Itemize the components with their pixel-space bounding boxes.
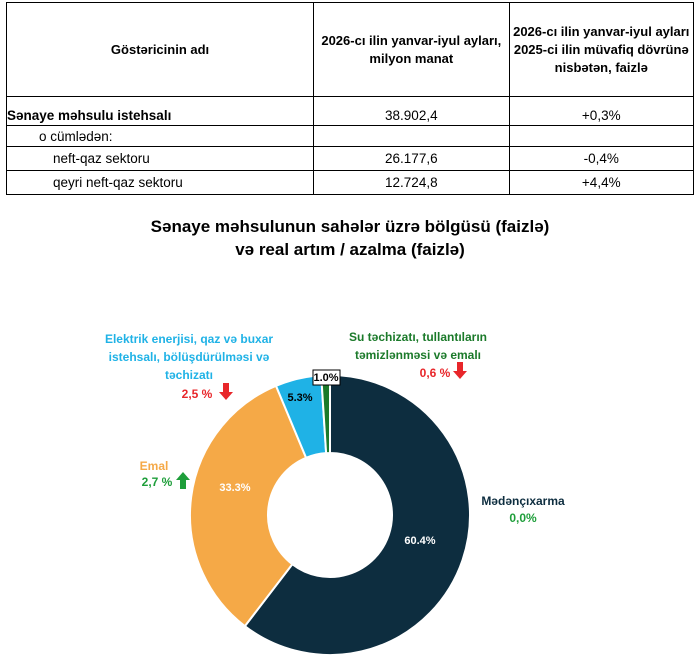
- category-label-mining: Mədənçıxarma: [481, 494, 565, 508]
- stats-table: Göstəricinin adı 2026-cı ilin yanvar-iyu…: [5, 2, 695, 195]
- category-label-electricity-line2: istehsalı, bölüşdürülməsi və: [109, 350, 270, 364]
- header-value: 2026-cı ilin yanvar-iyul ayları, milyon …: [313, 2, 510, 97]
- change-label-mining: 0,0%: [509, 511, 537, 525]
- row-value: 12.724,8: [313, 170, 510, 195]
- header-indicator-name: Göstəricinin adı: [5, 2, 315, 97]
- table-row: o cümlədən:: [5, 125, 695, 147]
- row-change: +4,4%: [508, 170, 695, 195]
- category-label-electricity-line1: Elektrik enerjisi, qaz və buxar: [105, 332, 273, 346]
- arrow-up-icon: [176, 472, 190, 489]
- pie-value-label: 60.4%: [404, 535, 435, 547]
- change-label-electricity: 2,5 %: [182, 387, 213, 401]
- arrow-down-icon: [453, 362, 467, 379]
- pie-value-label: 5.3%: [287, 392, 312, 404]
- table-row: qeyri neft-qaz sektoru 12.724,8 +4,4%: [5, 170, 695, 195]
- row-value: 38.902,4: [313, 96, 510, 126]
- row-change: +0,3%: [508, 96, 695, 126]
- pie-label-box: [312, 369, 341, 386]
- chart-title-line: və real artım / azalma (faizlə): [235, 240, 465, 259]
- category-label-water-line2: təmizlənməsi və emalı: [355, 348, 481, 362]
- row-value: 26.177,6: [313, 146, 510, 171]
- chart-title-line: Sənaye məhsulunun sahələr üzrə bölgüsü (…: [150, 217, 550, 236]
- category-label-water-line1: Su təchizatı, tullantıların: [349, 330, 487, 344]
- change-label-water: 0,6 %: [420, 366, 451, 380]
- table-header-row: Göstəricinin adı 2026-cı ilin yanvar-iyu…: [5, 2, 695, 97]
- row-change: -0,4%: [508, 146, 695, 171]
- arrow-down-icon: [219, 383, 233, 400]
- category-label-manufacturing: Emal: [140, 459, 169, 473]
- table-row: Sənaye məhsulu istehsalı 38.902,4 +0,3%: [5, 96, 695, 126]
- row-label: Sənaye məhsulu istehsalı: [5, 96, 315, 126]
- chart-title: Sənaye məhsulunun sahələr üzrə bölgüsü (…: [0, 215, 700, 261]
- category-label-electricity-line3: təchizatı: [165, 368, 213, 382]
- pie-slice-0: [243, 373, 471, 656]
- row-label: o cümlədən:: [5, 125, 315, 147]
- pie-value-label: 33.3%: [219, 482, 250, 494]
- chart-title-text: Sənaye məhsulunun sahələr üzrə bölgüsü (…: [0, 215, 700, 261]
- header-change: 2026-cı ilin yanvar-iyul ayları 2025-ci …: [508, 2, 695, 97]
- change-label-manufacturing: 2,7 %: [142, 475, 173, 489]
- pie-slice-1: [189, 384, 308, 628]
- row-change: [508, 125, 695, 147]
- row-label: qeyri neft-qaz sektoru: [5, 170, 315, 195]
- pie-value-label: 1.0%: [313, 372, 338, 384]
